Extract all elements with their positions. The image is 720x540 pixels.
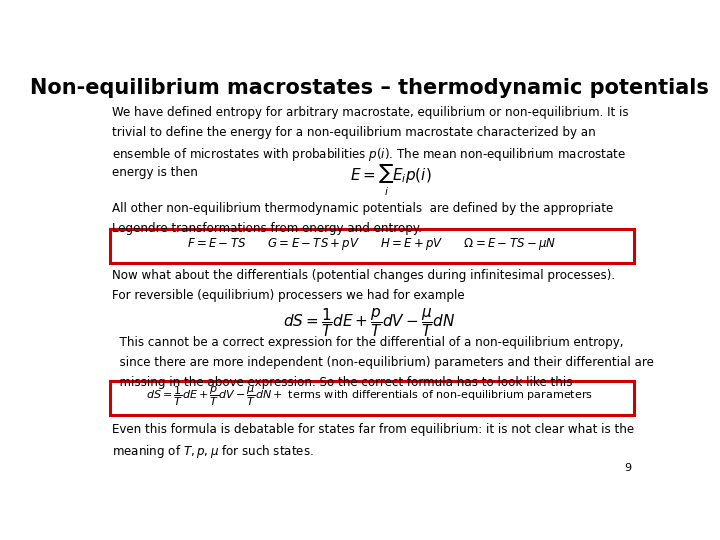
Text: $F = E - TS \quad\quad G = E - TS + pV \quad\quad H = E + pV \quad\quad \Omega =: $F = E - TS \quad\quad G = E - TS + pV \… [187, 236, 557, 252]
Text: 9: 9 [624, 463, 631, 473]
Text: ensemble of microstates with probabilities $p(i)$. The mean non-equilibrium macr: ensemble of microstates with probabiliti… [112, 146, 626, 163]
Text: Now what about the differentials (potential changes during infinitesimal process: Now what about the differentials (potent… [112, 269, 616, 282]
Text: Even this formula is debatable for states far from equilibrium: it is not clear : Even this formula is debatable for state… [112, 423, 634, 436]
Text: All other non-equilibrium thermodynamic potentials  are defined by the appropria: All other non-equilibrium thermodynamic … [112, 202, 613, 215]
Text: Legendre transformations from energy and entropy.: Legendre transformations from energy and… [112, 222, 422, 235]
Text: missing in the above expression. So the correct formula has to look like this: missing in the above expression. So the … [112, 376, 573, 389]
Text: trivial to define the energy for a non-equilibrium macrostate characterized by a: trivial to define the energy for a non-e… [112, 126, 596, 139]
Text: $E = \sum_i E_i p(i)$: $E = \sum_i E_i p(i)$ [351, 164, 432, 198]
Text: $dS = \dfrac{1}{T}dE + \dfrac{p}{T}dV - \dfrac{\mu}{T}dN + \mathrm{\ terms\ with: $dS = \dfrac{1}{T}dE + \dfrac{p}{T}dV - … [145, 385, 593, 408]
FancyBboxPatch shape [109, 381, 634, 415]
Text: For reversible (equilibrium) processers we had for example: For reversible (equilibrium) processers … [112, 289, 465, 302]
Text: This cannot be a correct expression for the differential of a non-equilibrium en: This cannot be a correct expression for … [112, 336, 624, 349]
Text: Non-equilibrium macrostates – thermodynamic potentials: Non-equilibrium macrostates – thermodyna… [30, 78, 708, 98]
Text: since there are more independent (non-equilibrium) parameters and their differen: since there are more independent (non-eq… [112, 356, 654, 369]
Text: We have defined entropy for arbitrary macrostate, equilibrium or non-equilibrium: We have defined entropy for arbitrary ma… [112, 106, 629, 119]
Text: $dS = \dfrac{1}{T}dE + \dfrac{p}{T}dV - \dfrac{\mu}{T}dN$: $dS = \dfrac{1}{T}dE + \dfrac{p}{T}dV - … [283, 306, 455, 339]
Text: energy is then: energy is then [112, 166, 198, 179]
Text: meaning of $T, p, \mu$ for such states.: meaning of $T, p, \mu$ for such states. [112, 443, 314, 460]
FancyBboxPatch shape [109, 228, 634, 263]
